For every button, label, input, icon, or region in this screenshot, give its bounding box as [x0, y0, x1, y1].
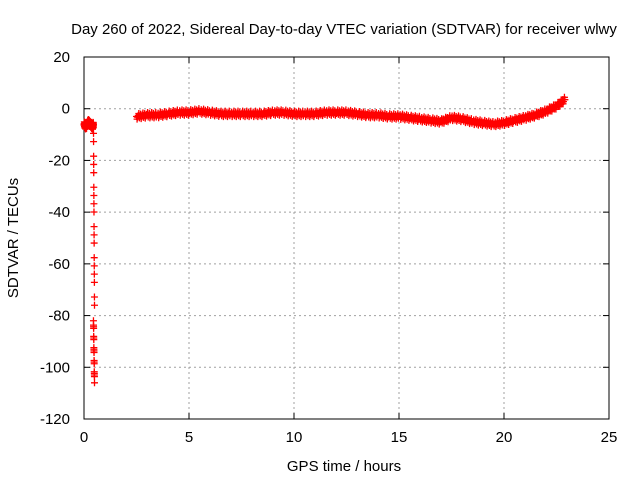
data-point: [90, 336, 98, 344]
data-point: [90, 200, 98, 208]
axis-ticks: [83, 56, 610, 420]
data-point: [90, 138, 98, 146]
data-point: [90, 270, 98, 278]
data-point: [89, 120, 97, 128]
y-tick-label: -80: [48, 308, 70, 325]
data-point: [90, 262, 98, 270]
data-points: [80, 93, 569, 387]
data-point: [90, 373, 98, 381]
data-point: [90, 278, 98, 286]
y-tick-label: -60: [48, 256, 70, 273]
y-tick-label: -40: [48, 204, 70, 221]
y-tick-label: -120: [40, 411, 70, 428]
x-tick-label: 25: [601, 429, 618, 446]
x-tick-label: 5: [185, 429, 193, 446]
data-point: [90, 231, 98, 239]
x-tick-labels: 0 5 10 15 20 25: [80, 429, 618, 446]
x-axis-label: GPS time / hours: [287, 458, 401, 475]
data-point: [90, 169, 98, 177]
data-point: [90, 293, 98, 301]
y-axis-label: SDTVAR / TECUs: [5, 178, 22, 298]
y-tick-label: -100: [40, 359, 70, 376]
data-point: [90, 349, 98, 357]
data-point: [90, 129, 98, 137]
data-point: [90, 223, 98, 231]
data-point: [91, 301, 98, 309]
y-tick-labels: -120 -100 -80 -60 -40 -20 0 20: [40, 49, 70, 428]
data-point: [90, 183, 98, 191]
chart-title: Day 260 of 2022, Sidereal Day-to-day VTE…: [71, 21, 617, 38]
y-tick-label: -20: [48, 152, 70, 169]
y-tick-label: 0: [62, 101, 70, 118]
data-point: [90, 324, 98, 332]
x-tick-label: 0: [80, 429, 88, 446]
data-point: [90, 152, 98, 160]
plot-frame: [83, 56, 610, 420]
data-point: [561, 96, 569, 104]
x-tick-label: 15: [391, 429, 408, 446]
data-point: [90, 208, 98, 216]
data-point: [90, 192, 98, 200]
x-tick-label: 10: [286, 429, 303, 446]
x-tick-label: 20: [496, 429, 513, 446]
data-point: [90, 360, 98, 368]
data-point: [91, 379, 98, 387]
data-point: [90, 254, 98, 262]
data-point: [90, 160, 98, 168]
data-point: [90, 239, 98, 247]
y-tick-label: 20: [53, 49, 70, 66]
